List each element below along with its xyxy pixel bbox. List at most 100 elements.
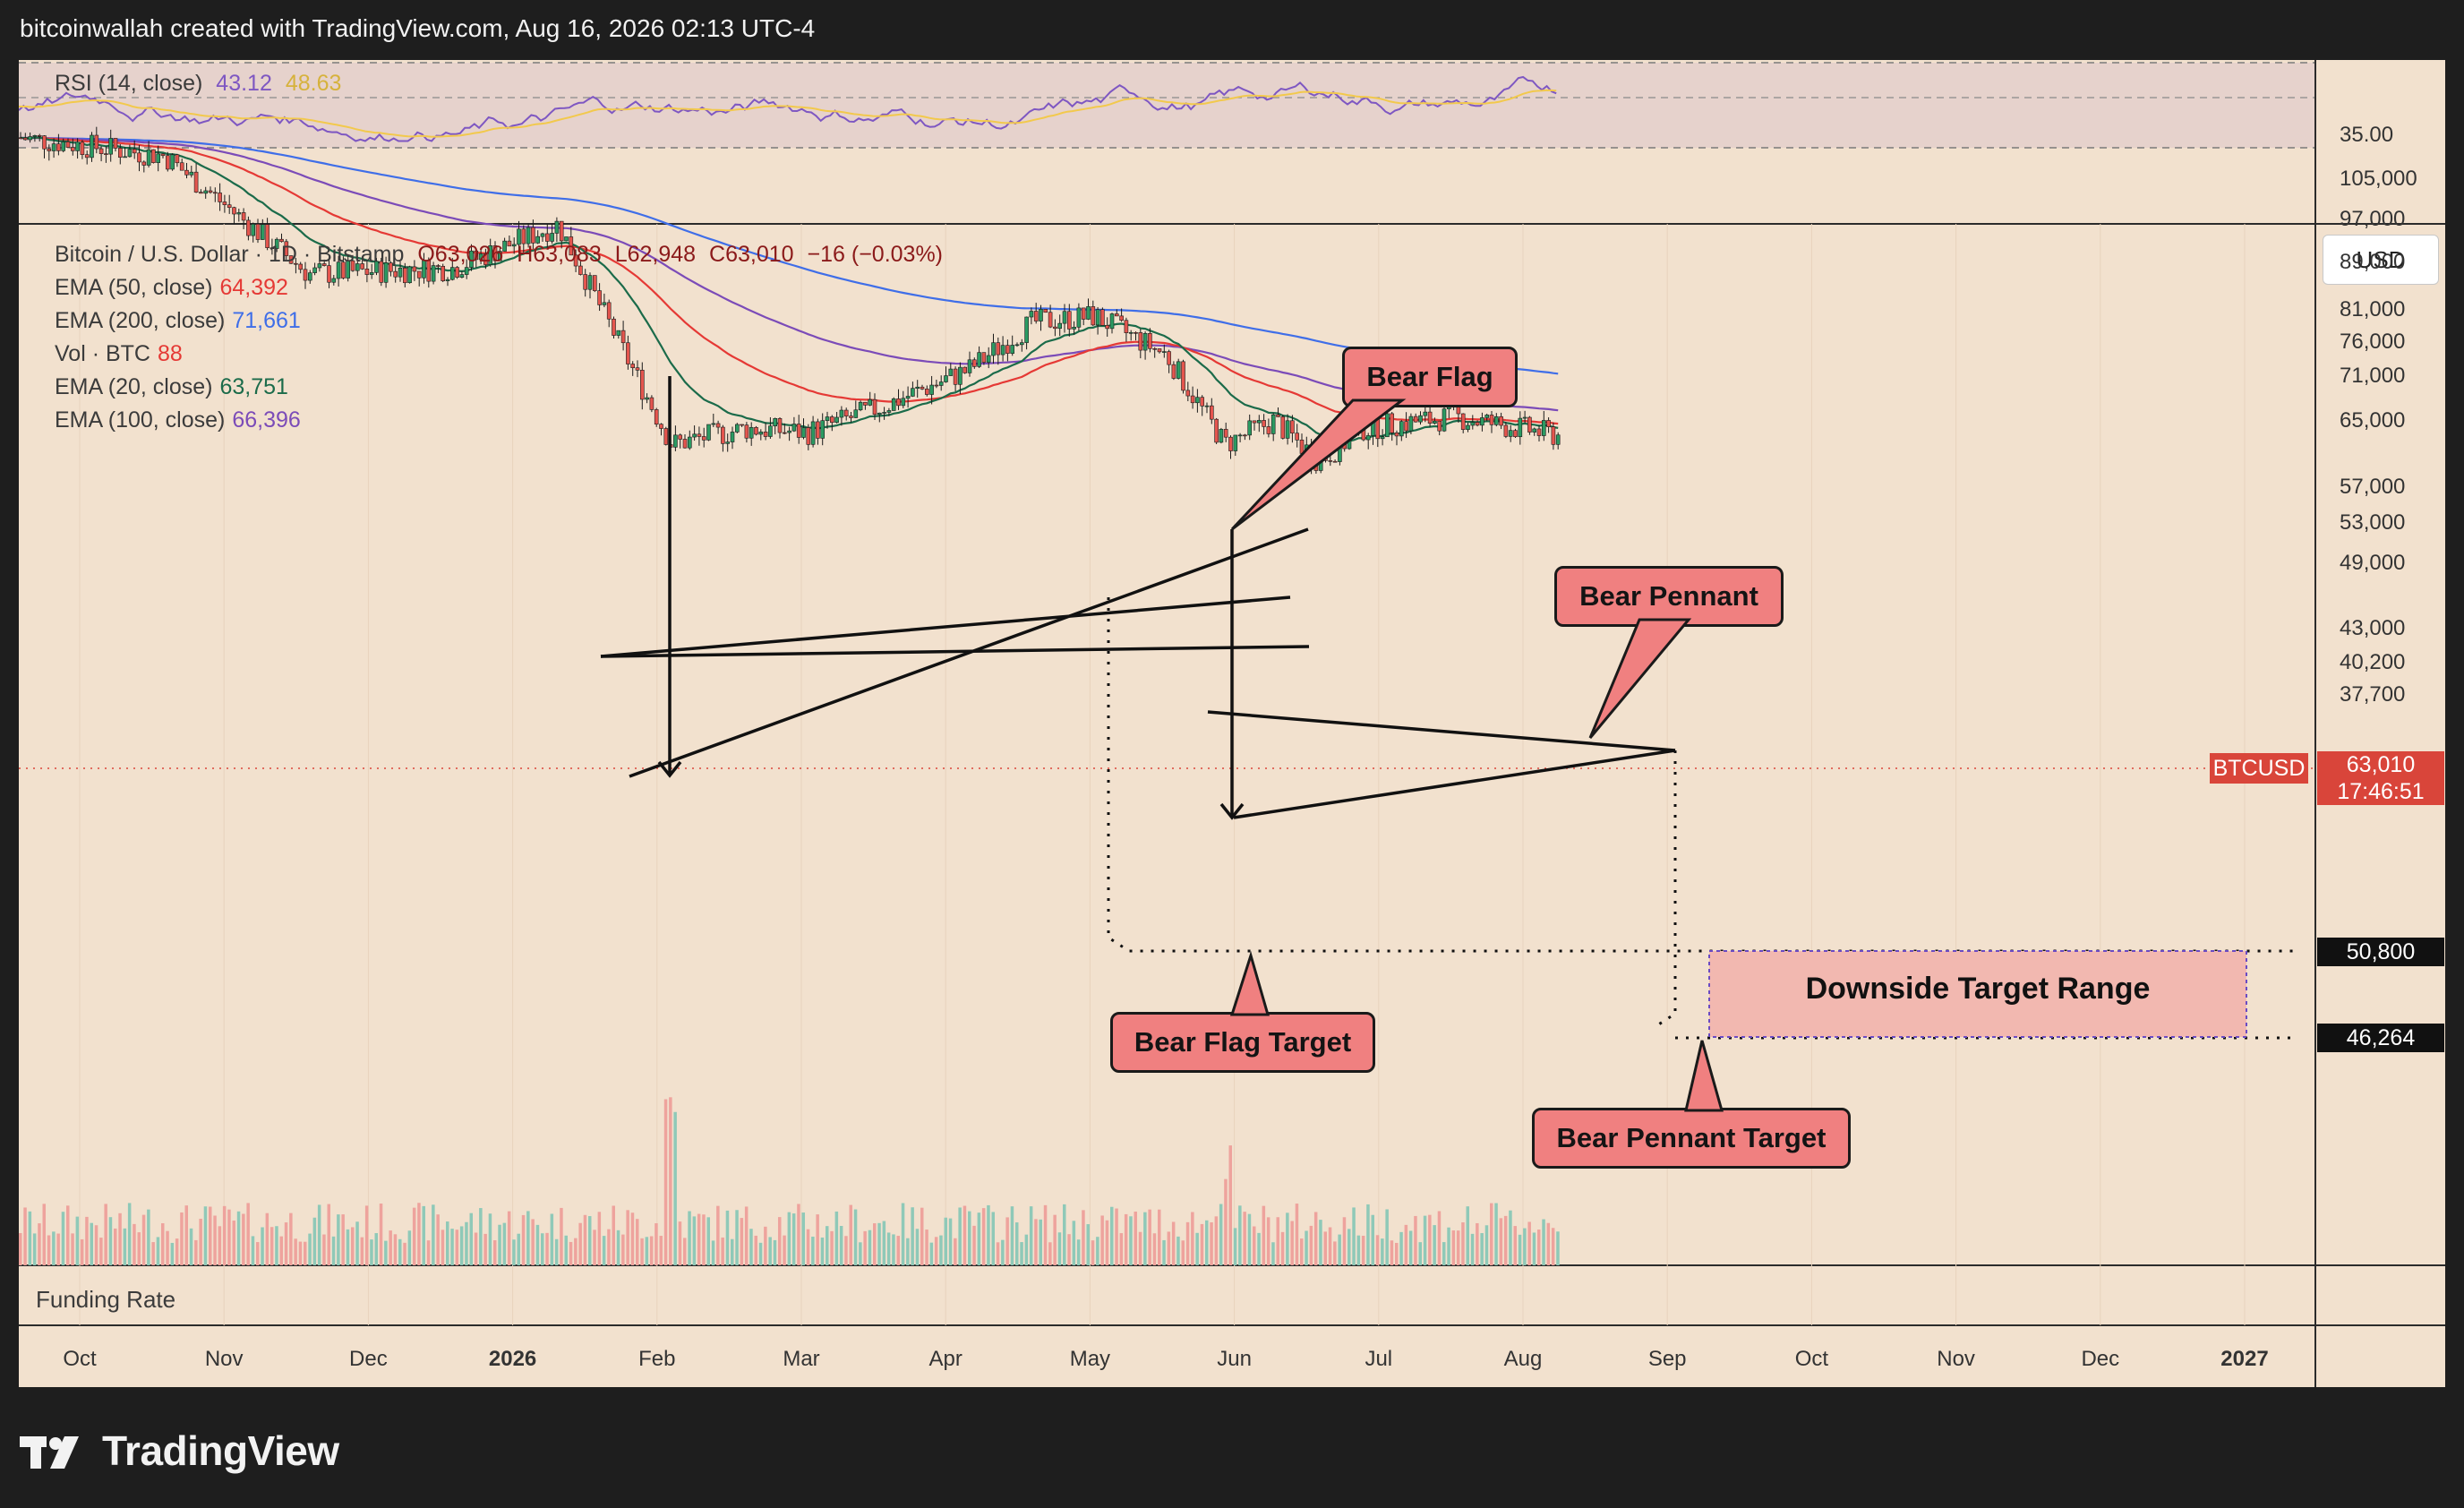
volume-bar bbox=[450, 1229, 454, 1265]
candle-body bbox=[1394, 432, 1399, 437]
volume-bar bbox=[114, 1228, 117, 1265]
candle-body bbox=[1228, 436, 1233, 451]
candle-body bbox=[1305, 444, 1309, 454]
volume-bar bbox=[1484, 1225, 1489, 1265]
candle-body bbox=[236, 212, 242, 215]
volume-bar bbox=[1063, 1204, 1066, 1265]
volume-bar bbox=[991, 1212, 995, 1265]
volume-bar bbox=[526, 1211, 530, 1265]
candle-body bbox=[288, 255, 294, 264]
volume-bar bbox=[768, 1237, 772, 1265]
candle-body bbox=[1185, 390, 1191, 397]
candle-body bbox=[1313, 465, 1319, 471]
volume-bar bbox=[1034, 1219, 1038, 1265]
volume-bar bbox=[1375, 1235, 1380, 1265]
candle-body bbox=[98, 148, 104, 154]
volume-bar bbox=[156, 1237, 160, 1265]
volume-bar bbox=[1404, 1224, 1408, 1265]
volume-bar bbox=[996, 1242, 1000, 1265]
volume-bar bbox=[141, 1214, 146, 1265]
volume-bar bbox=[1280, 1231, 1285, 1265]
candle-body bbox=[791, 424, 797, 432]
candle-body bbox=[32, 135, 38, 137]
volume-bar bbox=[261, 1227, 264, 1265]
volume-bar bbox=[820, 1237, 825, 1265]
candle-body bbox=[1181, 361, 1185, 391]
volume-bar bbox=[1048, 1242, 1052, 1265]
ema100-line bbox=[20, 136, 1559, 412]
candle-body bbox=[1365, 435, 1371, 441]
volume-bar bbox=[744, 1206, 749, 1265]
candle-body bbox=[806, 427, 811, 445]
candle-body bbox=[820, 420, 826, 439]
volume-bar bbox=[52, 1231, 56, 1265]
candle-body bbox=[1375, 415, 1381, 440]
candle-body bbox=[255, 223, 261, 240]
volume-bar bbox=[1428, 1214, 1432, 1265]
currency-selector[interactable]: USD bbox=[2323, 235, 2439, 285]
candle-body bbox=[962, 366, 967, 373]
candle-body bbox=[687, 436, 692, 449]
volume-bar bbox=[873, 1223, 877, 1265]
volume-bar bbox=[180, 1212, 184, 1265]
bear-flag-callout: Bear Flag bbox=[1342, 347, 1518, 407]
candle-body bbox=[118, 148, 123, 159]
candle-body bbox=[1010, 345, 1014, 354]
volume-bar bbox=[1010, 1206, 1014, 1265]
volume-bar bbox=[545, 1232, 549, 1265]
candle-body bbox=[469, 250, 474, 268]
candle-body bbox=[1219, 429, 1224, 443]
candle-body bbox=[701, 436, 706, 441]
price-tick-label: 105,000 bbox=[2340, 167, 2417, 191]
volume-bar bbox=[1176, 1236, 1180, 1265]
volume-bar bbox=[816, 1214, 819, 1265]
candle-body bbox=[1257, 420, 1262, 424]
volume-bar bbox=[436, 1214, 440, 1265]
candle-body bbox=[1361, 419, 1366, 441]
candle-body bbox=[1489, 415, 1494, 425]
volume-bar bbox=[127, 1203, 132, 1265]
volume-bar bbox=[322, 1234, 326, 1265]
candle-body bbox=[1204, 405, 1210, 407]
candle-body bbox=[294, 262, 298, 265]
candle-body bbox=[23, 137, 28, 141]
candle-body bbox=[1086, 306, 1091, 320]
candle-body bbox=[374, 261, 379, 273]
candle-body bbox=[1109, 313, 1115, 330]
candle-body bbox=[1532, 428, 1536, 433]
candle-body bbox=[1200, 397, 1204, 407]
candle-body bbox=[1536, 428, 1542, 436]
volume-bar bbox=[669, 1097, 672, 1265]
volume-bar bbox=[459, 1226, 464, 1265]
volume-bar bbox=[1024, 1234, 1029, 1265]
volume-bar bbox=[194, 1239, 198, 1265]
candle-body bbox=[1142, 333, 1148, 351]
ema50-legend: EMA (50, close) 64,392 bbox=[55, 275, 288, 300]
candle-body bbox=[80, 141, 85, 155]
candle-body bbox=[251, 223, 256, 236]
volume-bar bbox=[166, 1230, 169, 1265]
tradingview-logo[interactable]: TradingView bbox=[20, 1424, 339, 1478]
volume-bar bbox=[663, 1099, 668, 1265]
volume-bar bbox=[773, 1239, 777, 1265]
candle-body bbox=[298, 263, 304, 270]
candle-body bbox=[241, 212, 246, 221]
volume-bar bbox=[702, 1214, 706, 1265]
rsi-legend: RSI (14, close) 43.12 48.63 bbox=[55, 71, 342, 96]
volume-bar bbox=[1100, 1215, 1104, 1265]
candle-body bbox=[459, 274, 465, 278]
tradingview-wordmark: TradingView bbox=[102, 1427, 339, 1474]
volume-bar bbox=[1110, 1206, 1114, 1265]
candle-body bbox=[47, 148, 52, 151]
candle-body bbox=[948, 368, 954, 376]
candle-body bbox=[383, 262, 389, 283]
candle-body bbox=[37, 135, 42, 137]
candle-body bbox=[678, 434, 683, 440]
volume-bar bbox=[123, 1228, 127, 1265]
volume-bar bbox=[626, 1210, 629, 1265]
volume-bar bbox=[1523, 1228, 1527, 1265]
price-tick-label: 57,000 bbox=[2340, 474, 2406, 499]
volume-bar bbox=[80, 1238, 84, 1265]
chart-panel[interactable]: RSI (14, close) 43.12 48.63 35.00 Bitcoi… bbox=[19, 60, 2445, 1387]
candle-body bbox=[1138, 332, 1143, 351]
